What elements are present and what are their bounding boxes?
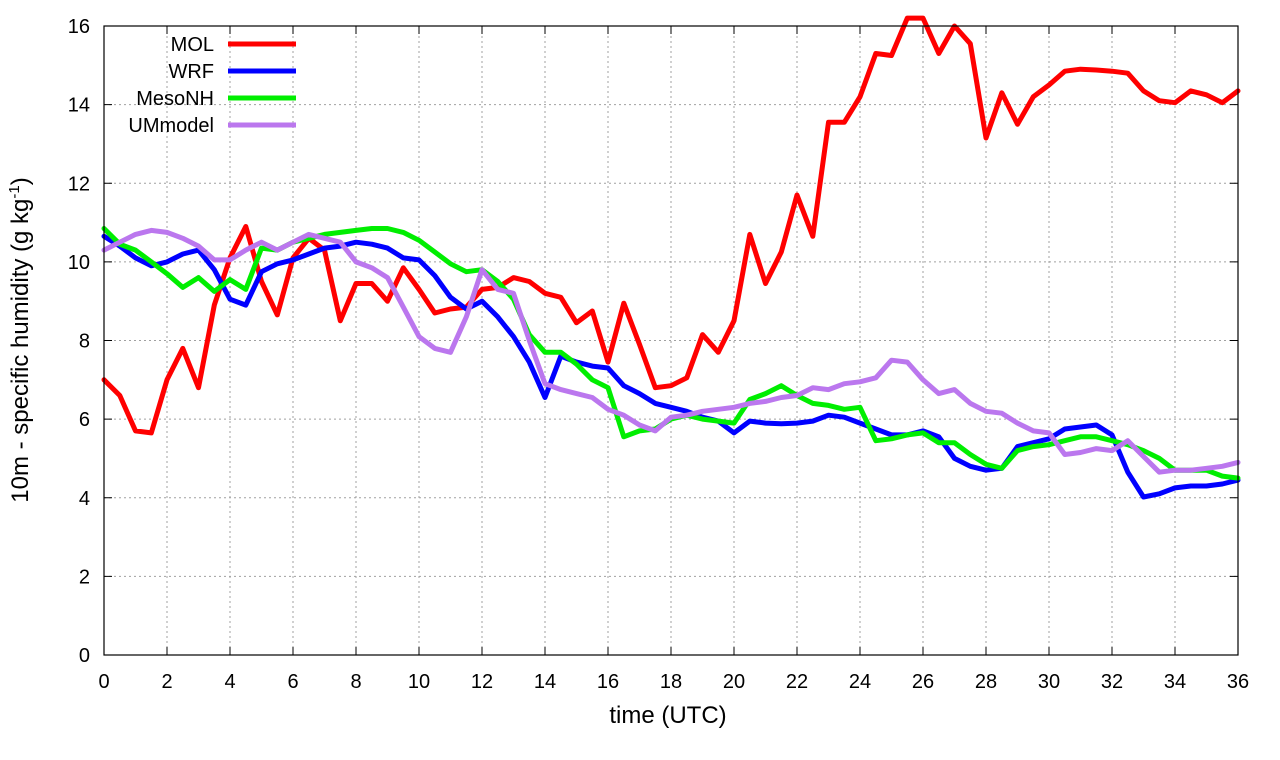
x-tick-label: 30 (1038, 671, 1060, 693)
series-line-ummodel (101, 227, 1241, 475)
y-axis-title-superscript: -1 (6, 185, 23, 198)
x-tick-label: 2 (161, 671, 172, 693)
x-tick-label: 36 (1227, 671, 1249, 693)
y-tick-label: 8 (79, 331, 90, 353)
legend-label-wrf: WRF (168, 61, 214, 83)
series-line-wrf (101, 233, 1241, 500)
y-tick-label: 14 (68, 95, 90, 117)
y-axis-title: 10m - specific humidity (g kg-1) (6, 177, 34, 502)
legend: MOL WRF MesoNH UMmodel (128, 34, 296, 137)
x-tick-label: 26 (912, 671, 934, 693)
x-tick-label: 20 (723, 671, 745, 693)
x-tick-label: 34 (1164, 671, 1186, 693)
x-tick-label: 18 (660, 671, 682, 693)
x-tick-label: 32 (1101, 671, 1123, 693)
x-tick-label: 22 (786, 671, 808, 693)
x-tick-label: 10 (408, 671, 430, 693)
grid-lines (104, 26, 1238, 655)
legend-label-mol: MOL (171, 34, 214, 56)
series-lines (101, 15, 1241, 500)
x-tick-label: 24 (849, 671, 871, 693)
x-tick-label: 12 (471, 671, 493, 693)
y-tick-label: 2 (79, 566, 90, 588)
y-tick-label: 4 (79, 488, 90, 510)
axis-ticks: 0 2 4 6 8 10 12 14 16 18 20 22 24 26 28 30 32 34 360246810… (68, 16, 1249, 693)
legend-label-mesonh: MesoNH (136, 88, 214, 110)
legend-label-ummodel: UMmodel (128, 115, 214, 137)
y-axis-title-main: 10m - specific humidity (g kg (7, 199, 34, 503)
y-tick-label: 12 (68, 173, 90, 195)
x-tick-label: 16 (597, 671, 619, 693)
series-line-mol (101, 15, 1241, 436)
x-tick-label: 4 (224, 671, 235, 693)
x-tick-label: 0 (98, 671, 109, 693)
y-tick-label: 0 (79, 645, 90, 667)
x-tick-label: 28 (975, 671, 997, 693)
y-axis-title-end: ) (7, 177, 34, 185)
x-tick-label: 8 (350, 671, 361, 693)
x-tick-label: 14 (534, 671, 556, 693)
x-tick-label: 6 (287, 671, 298, 693)
y-tick-label: 16 (68, 16, 90, 38)
y-tick-label: 10 (68, 252, 90, 274)
y-tick-label: 6 (79, 409, 90, 431)
x-axis-title: time (UTC) (609, 702, 726, 729)
